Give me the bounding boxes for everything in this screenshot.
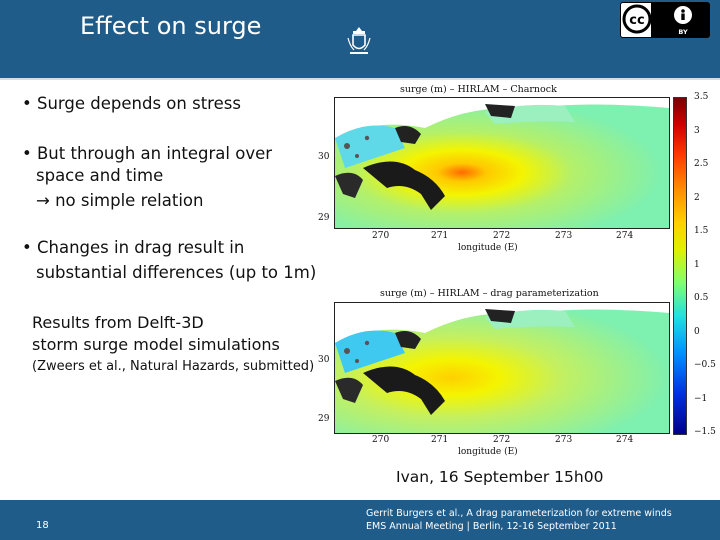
colorbar-tick-label: 0 (694, 326, 700, 337)
slide-title: Effect on surge (80, 12, 262, 40)
bullet-surge-stress: • Surge depends on stress (22, 94, 241, 113)
map1-y-tick: 29 (318, 213, 330, 223)
bullet-no-relation: → no simple relation (36, 191, 204, 210)
surge-field-charnock (335, 98, 669, 228)
footer-line-1: Gerrit Burgers et al., A drag parameteri… (366, 508, 672, 519)
colorbar-tick-label: 0.5 (694, 293, 709, 303)
license-label: BY (678, 28, 688, 36)
surge-field-drag (335, 303, 669, 433)
colorbar-tick-label: 1 (694, 259, 700, 270)
surge-map-drag (334, 302, 670, 434)
map2-x-tick: 271 (431, 435, 449, 445)
figure-caption: Ivan, 16 September 15h00 (396, 468, 604, 486)
footer-line-2: EMS Annual Meeting | Berlin, 12-16 Septe… (366, 521, 617, 532)
map2-y-tick: 30 (318, 355, 330, 365)
map1-xlabel: longitude (E) (458, 243, 518, 253)
map-title-drag: surge (m) – HIRLAM – drag parameterizati… (380, 288, 599, 299)
map1-x-tick: 271 (431, 231, 449, 241)
cc-by-license-badge: cc BY (620, 2, 710, 38)
bullet-drag-changes-cont: substantial differences (up to 1m) (36, 263, 317, 282)
bullet-drag-changes: • Changes in drag result in (22, 238, 245, 257)
map1-x-tick: 272 (493, 231, 511, 241)
colorbar-tick-label: 3.5 (694, 92, 709, 102)
header-divider (0, 78, 720, 80)
colorbar-tick-label: 2 (694, 192, 700, 203)
surge-colorbar (673, 97, 687, 435)
colorbar-tick-label: 3 (694, 125, 700, 136)
footer-bar (0, 500, 720, 540)
map1-y-tick: 30 (318, 152, 330, 162)
results-line-2: storm surge model simulations (32, 335, 280, 354)
coat-of-arms-icon (347, 27, 371, 54)
map1-x-tick: 274 (616, 231, 634, 241)
page-number: 18 (36, 520, 49, 531)
surge-map-charnock (334, 97, 670, 229)
colorbar-tick-label: −1 (694, 393, 708, 404)
map1-x-tick: 273 (555, 231, 573, 241)
map1-x-tick: 270 (372, 231, 390, 241)
map2-xlabel: longitude (E) (458, 447, 518, 457)
map2-y-tick: 29 (318, 414, 330, 424)
svg-text:cc: cc (629, 13, 644, 28)
map-title-charnock: surge (m) – HIRLAM – Charnock (400, 84, 557, 95)
header-bar (0, 0, 720, 80)
bullet-integral-cont: space and time (36, 166, 164, 185)
map2-x-tick: 274 (616, 435, 634, 445)
bullet-integral: • But through an integral over (22, 144, 273, 163)
footer-citation: Gerrit Burgers et al., A drag parameteri… (366, 507, 672, 533)
colorbar-tick-label: 1.5 (694, 226, 709, 236)
colorbar-tick-label: −1.5 (694, 427, 716, 437)
results-line-1: Results from Delft-3D (32, 313, 204, 332)
cc-icon: cc BY (622, 3, 709, 37)
map2-x-tick: 270 (372, 435, 390, 445)
reference-text: (Zweers et al., Natural Hazards, submitt… (32, 359, 315, 374)
colorbar-tick-label: −0.5 (694, 360, 716, 370)
map2-x-tick: 273 (555, 435, 573, 445)
colorbar-tick-label: 2.5 (694, 159, 709, 169)
map2-x-tick: 272 (493, 435, 511, 445)
